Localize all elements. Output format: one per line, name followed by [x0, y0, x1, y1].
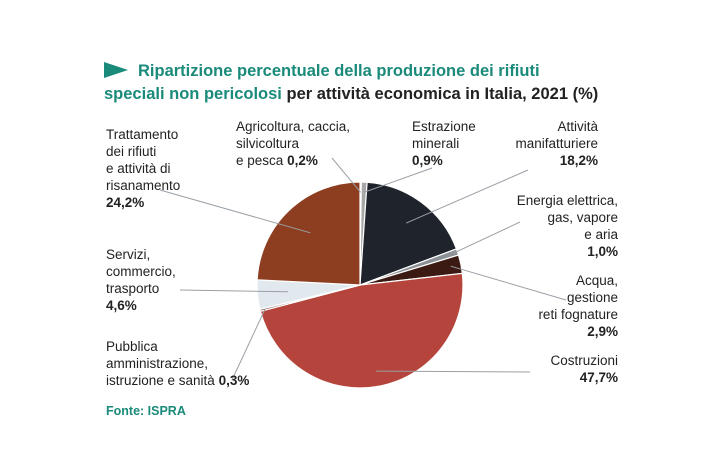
- leader-line-0: [331, 157, 361, 193]
- title-line-2: speciali non pericolosi per attività eco…: [104, 83, 694, 106]
- label-energia: Energia elettrica, gas, vapore e aria 1,…: [480, 192, 618, 260]
- label-estrazione-value: 0,9%: [412, 153, 443, 168]
- leader-lines: [159, 157, 567, 381]
- source-note: Fonte: ISPRA: [106, 404, 186, 418]
- label-servizi-value: 4,6%: [106, 298, 137, 313]
- label-estrazione: Estrazione minerali 0,9%: [412, 118, 476, 169]
- label-acqua: Acqua, gestione reti fognature 2,9%: [480, 272, 618, 340]
- label-servizi-text: Servizi, commercio, trasporto: [106, 247, 176, 296]
- label-trattamento-text: Trattamento dei rifiuti e attività di ri…: [106, 127, 181, 193]
- label-manifatturiere-value: 18,2%: [559, 153, 598, 168]
- label-pubblica: Pubblica amministrazione, istruzione e s…: [106, 338, 249, 389]
- leader-line-4: [450, 265, 567, 301]
- label-manifatturiere-text: Attività manifatturiere: [515, 119, 598, 151]
- leader-line-1: [363, 167, 433, 193]
- title-highlight-2: speciali non pericolosi: [104, 85, 282, 103]
- label-agricoltura-text: Agricoltura, caccia, silvicoltura e pesc…: [236, 119, 351, 168]
- label-agricoltura: Agricoltura, caccia, silvicoltura e pesc…: [236, 118, 350, 169]
- pie-slices: [256, 181, 464, 389]
- label-energia-value: 1,0%: [587, 244, 618, 259]
- arrow-icon: [104, 62, 128, 78]
- label-servizi: Servizi, commercio, trasporto 4,6%: [106, 246, 176, 314]
- label-pubblica-value: 0,3%: [218, 373, 250, 388]
- label-trattamento-value: 24,2%: [106, 195, 145, 210]
- label-estrazione-text: Estrazione minerali: [412, 119, 476, 151]
- leader-line-5: [376, 370, 531, 373]
- label-manifatturiere: Attività manifatturiere 18,2%: [490, 118, 598, 169]
- label-acqua-value: 2,9%: [587, 324, 618, 339]
- leader-line-7: [179, 289, 289, 293]
- leader-line-6: [231, 308, 266, 381]
- pie-slice-5: [259, 272, 464, 389]
- leader-line-3: [452, 221, 521, 255]
- leader-line-8: [159, 189, 311, 234]
- leader-line-2: [406, 169, 529, 224]
- label-trattamento: Trattamento dei rifiuti e attività di ri…: [106, 126, 180, 211]
- chart-title: Ripartizione percentuale della produzion…: [104, 60, 694, 106]
- label-energia-text: Energia elettrica, gas, vapore e aria: [516, 193, 618, 242]
- label-costruzioni: Costruzioni 47,7%: [500, 352, 618, 386]
- label-pubblica-text: Pubblica amministrazione, istruzione e s…: [106, 339, 215, 388]
- label-acqua-text: Acqua, gestione reti fognature: [538, 273, 618, 322]
- pie-slice-2: [359, 181, 458, 286]
- title-highlight-1: Ripartizione percentuale della produzion…: [138, 62, 540, 80]
- label-costruzioni-value: 47,7%: [579, 370, 618, 385]
- label-agricoltura-value: 0,2%: [287, 153, 318, 168]
- title-rest: per attività economica in Italia, 2021 (…: [286, 85, 599, 103]
- pie-slice-8: [256, 181, 361, 286]
- title-line-1: Ripartizione percentuale della produzion…: [104, 60, 694, 83]
- label-costruzioni-text: Costruzioni: [550, 353, 618, 368]
